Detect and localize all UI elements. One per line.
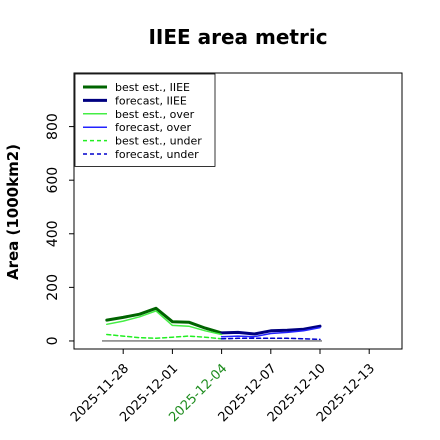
series-line: [220, 337, 321, 341]
y-tick-label: 0: [45, 337, 61, 346]
legend-label: best est., over: [115, 108, 195, 121]
legend-label: forecast, under: [115, 148, 199, 161]
series-line: [106, 333, 223, 340]
legend-label: best est., IIEE: [115, 81, 190, 94]
legend-label: best est., under: [115, 135, 202, 148]
legend-box: [74, 73, 216, 167]
y-axis-label: Area (1000km2): [4, 144, 22, 280]
y-tick-label: 600: [45, 167, 61, 194]
chart-title: IIEE area metric: [148, 25, 327, 49]
series-line: [106, 310, 223, 336]
plot-area: 02004006008002025-11-282025-12-012025-12…: [45, 72, 403, 425]
series-line: [105, 306, 224, 335]
y-tick-label: 400: [45, 220, 61, 247]
series-line: [220, 324, 322, 336]
legend-label: forecast, over: [115, 121, 191, 134]
legend-label: forecast, IIEE: [115, 94, 187, 107]
y-tick-label: 800: [45, 113, 61, 140]
y-tick-label: 200: [45, 274, 61, 301]
plot-frame: [73, 72, 403, 350]
series-line: [220, 326, 321, 338]
